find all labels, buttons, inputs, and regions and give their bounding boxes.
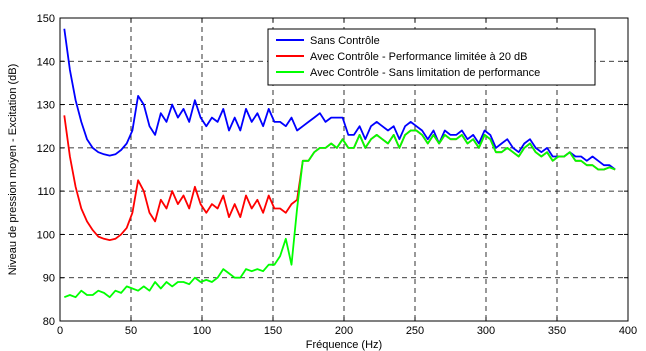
x-tick-label: 300: [477, 325, 495, 337]
y-tick-label: 140: [37, 56, 55, 68]
y-tick-label: 110: [37, 186, 55, 198]
y-tick-label: 150: [37, 13, 55, 25]
legend-label-0: Sans Contrôle: [310, 35, 380, 47]
legend-box: [267, 28, 596, 86]
y-tick-label: 90: [43, 273, 55, 285]
legend: Sans Contrôle Avec Contrôle - Performance…: [267, 28, 596, 86]
x-tick-label: 100: [193, 325, 211, 337]
axis-ticks: 0 50 100 150 200 250 300 350 400 80 90 100 110 120 130…: [37, 13, 638, 337]
legend-label-1: Avec Contrôle - Performance limitée à 20…: [310, 51, 527, 63]
x-tick-label: 350: [548, 325, 566, 337]
x-tick-label: 250: [406, 325, 424, 337]
x-tick-label: 150: [264, 325, 282, 337]
y-axis-label: Niveau de pression moyen - Excitation (d…: [7, 64, 19, 276]
x-tick-label: 200: [335, 325, 353, 337]
series-line-0: [63, 28, 616, 171]
y-tick-label: 120: [37, 143, 55, 155]
x-axis-label: Fréquence (Hz): [306, 339, 382, 351]
y-tick-label: 130: [37, 100, 55, 112]
x-tick-label: 400: [619, 325, 637, 337]
series-layer: [63, 28, 616, 299]
series-line-2: [63, 129, 616, 299]
grid-lines: [60, 18, 628, 321]
x-tick-label: 50: [125, 325, 137, 337]
legend-label-2: Avec Contrôle - Sans limitation de perfo…: [310, 67, 540, 79]
x-tick-label: 0: [57, 325, 63, 337]
y-tick-label: 100: [37, 229, 55, 241]
y-tick-label: 80: [43, 316, 55, 328]
